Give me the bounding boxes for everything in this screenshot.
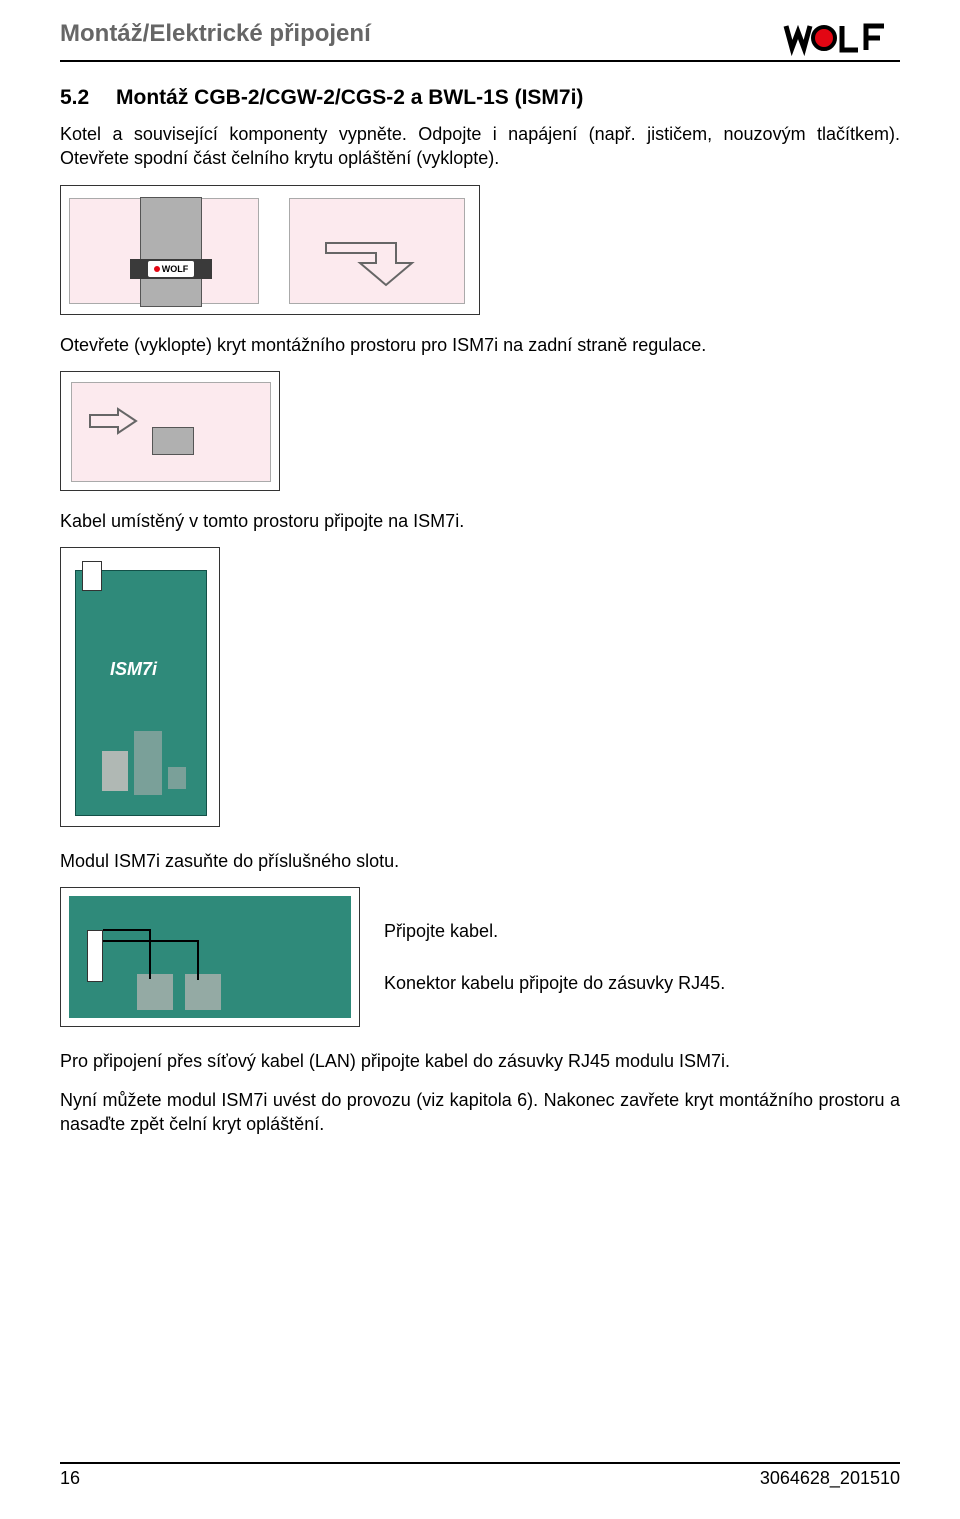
cable-line xyxy=(103,940,199,942)
rj45-socket xyxy=(185,974,221,1010)
document-id: 3064628_201510 xyxy=(760,1468,900,1489)
section-title: Montáž CGB-2/CGW-2/CGS-2 a BWL-1S (ISM7i… xyxy=(116,86,583,110)
figure-slot-insert xyxy=(60,887,360,1027)
rj45-socket xyxy=(137,974,173,1010)
figure-open-front: WOLF xyxy=(60,185,480,315)
paragraph-5: Pro připojení přes síťový kabel (LAN) př… xyxy=(60,1049,900,1073)
figure2-cover xyxy=(152,427,194,455)
wolf-badge: WOLF xyxy=(148,261,194,277)
boiler-shape xyxy=(140,197,202,307)
figure1-pane-right xyxy=(289,198,465,304)
header-title: Montáž/Elektrické připojení xyxy=(60,20,371,48)
section-heading: 5.2 Montáž CGB-2/CGW-2/CGS-2 a BWL-1S (I… xyxy=(60,86,900,110)
page-footer: 16 3064628_201510 xyxy=(60,1462,900,1489)
cable-line xyxy=(197,940,199,980)
cable-line xyxy=(149,929,151,979)
right-arrow-icon xyxy=(88,407,138,435)
figure1-pane-left: WOLF xyxy=(69,198,259,304)
board-connector xyxy=(82,561,102,591)
paragraph-6: Nyní můžete modul ISM7i uvést do provozu… xyxy=(60,1088,900,1137)
page-number: 16 xyxy=(60,1468,80,1489)
board-chip xyxy=(102,751,128,791)
figure2-panel xyxy=(71,382,271,482)
figure-open-rear xyxy=(60,371,280,491)
figure4-caption-1: Připojte kabel. xyxy=(384,919,725,943)
paragraph-1: Kotel a související komponenty vypněte. … xyxy=(60,122,900,171)
paragraph-4: Modul ISM7i zasuňte do příslušného slotu… xyxy=(60,849,900,873)
down-arrow-icon xyxy=(316,233,436,293)
board-chip xyxy=(168,767,186,789)
slot-board xyxy=(69,896,351,1018)
slot-connector xyxy=(87,930,103,982)
ism7i-board: ISM7i xyxy=(75,570,207,816)
figure4-caption-2: Konektor kabelu připojte do zásuvky RJ45… xyxy=(384,971,725,995)
cable-line xyxy=(103,929,151,931)
paragraph-2: Otevřete (vyklopte) kryt montážního pros… xyxy=(60,333,900,357)
figure-ism7i-board: ISM7i xyxy=(60,547,220,827)
wolf-logo xyxy=(780,20,900,56)
board-label: ISM7i xyxy=(110,659,157,680)
section-number: 5.2 xyxy=(60,86,116,110)
board-chip xyxy=(134,731,162,795)
page-header: Montáž/Elektrické připojení xyxy=(60,20,900,62)
paragraph-3: Kabel umístěný v tomto prostoru připojte… xyxy=(60,509,900,533)
